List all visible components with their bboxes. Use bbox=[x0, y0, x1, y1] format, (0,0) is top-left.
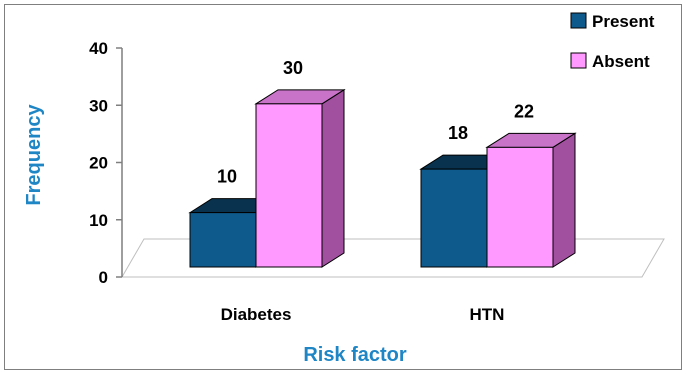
x-category-label-htn: HTN bbox=[470, 305, 505, 324]
y-axis-title: Frequency bbox=[23, 104, 45, 206]
bar-absent-htn bbox=[486, 146, 554, 268]
legend: Present Absent bbox=[570, 12, 655, 71]
y-tick-label: 0 bbox=[99, 268, 108, 287]
bars bbox=[188, 88, 577, 268]
y-tick-label: 40 bbox=[89, 39, 108, 58]
data-labels: 10 30 Diabetes 18 22 HTN bbox=[217, 58, 534, 324]
legend-label-absent: Absent bbox=[592, 52, 650, 71]
legend-swatch-present bbox=[570, 12, 587, 29]
x-category-label-diabetes: Diabetes bbox=[221, 305, 292, 324]
legend-swatch-absent bbox=[570, 52, 587, 69]
y-tick-label: 10 bbox=[89, 211, 108, 230]
legend-label-present: Present bbox=[592, 12, 655, 31]
y-axis: 0 10 20 30 40 bbox=[89, 39, 123, 287]
bar-present-htn bbox=[420, 168, 488, 268]
x-axis-title: Risk factor bbox=[303, 344, 407, 366]
y-tick-label: 30 bbox=[89, 96, 108, 115]
bar-side-absent-diabetes bbox=[321, 88, 345, 268]
y-tick-label: 20 bbox=[89, 154, 108, 173]
data-label-present-htn: 18 bbox=[448, 123, 468, 143]
data-label-absent-diabetes: 30 bbox=[283, 58, 303, 78]
bar-side-absent-htn bbox=[552, 132, 576, 268]
bar-absent-diabetes bbox=[255, 103, 323, 268]
data-label-absent-htn: 22 bbox=[514, 101, 534, 121]
bar-present-diabetes bbox=[189, 212, 257, 268]
data-label-present-diabetes: 10 bbox=[217, 167, 237, 187]
